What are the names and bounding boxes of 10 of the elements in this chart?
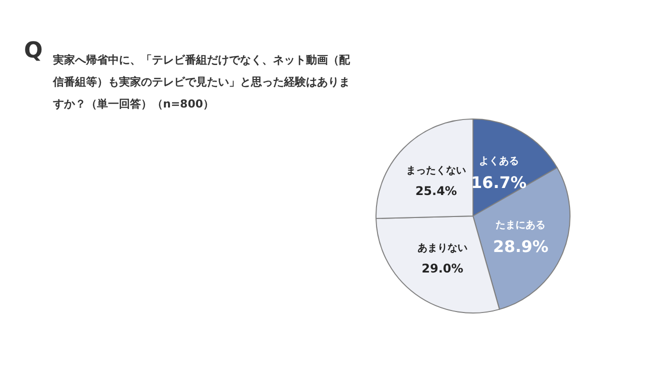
data-label: 29.0% bbox=[422, 261, 464, 276]
data-label: 25.4% bbox=[415, 184, 457, 198]
slice-label: まったくない bbox=[406, 166, 466, 177]
slice-label: あまりない bbox=[417, 242, 468, 254]
slice-label: よくある bbox=[478, 156, 519, 167]
data-label: 16.7% bbox=[471, 172, 527, 192]
text: Q bbox=[24, 38, 43, 64]
data-label: 28.9% bbox=[492, 236, 548, 256]
text: 実家へ帰省中に、「テレビ番組だけでなく、ネット動画（配信番組等）も実家のテレビで見たい」と思った経験はありますか？（単一回答）（n=800） bbox=[52, 54, 351, 110]
slice-label: たまにある bbox=[496, 220, 546, 231]
